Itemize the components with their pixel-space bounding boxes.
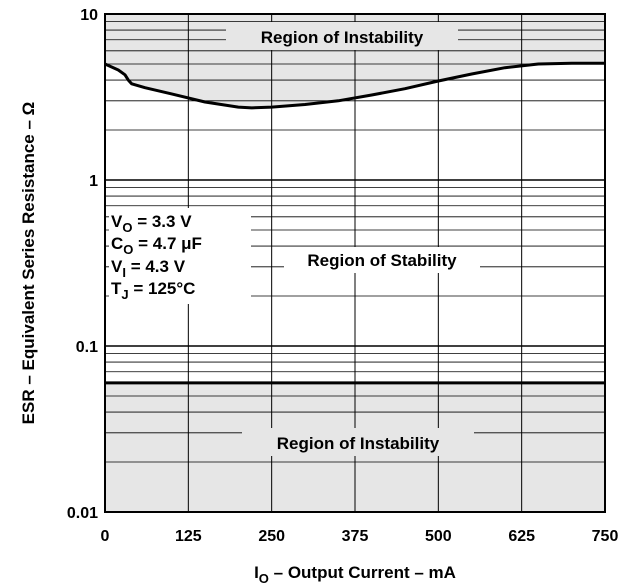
plot-frame — [104, 13, 606, 513]
middle-region-label-bg — [284, 247, 480, 273]
condition-vo: VO = 3.3 V — [111, 212, 192, 235]
y-tick-label: 1 — [89, 173, 98, 190]
x-tick-label: 250 — [258, 528, 285, 545]
x-tick-label: 375 — [342, 528, 369, 545]
condition-vi: VI = 4.3 V — [111, 257, 186, 280]
condition-tj: TJ = 125°C — [111, 279, 195, 302]
y-axis-title: ESR – Equivalent Series Resistance – Ω — [19, 102, 38, 425]
y-tick-label: 0.1 — [76, 339, 98, 356]
x-tick-label: 500 — [425, 528, 452, 545]
conditions-bg — [109, 208, 251, 304]
y-tick-label: 10 — [80, 7, 98, 24]
lower-region-label: Region of Instability — [277, 434, 440, 453]
x-tick-label: 625 — [508, 528, 535, 545]
x-axis-title: IO – Output Current – mA — [254, 563, 456, 586]
condition-co: CO = 4.7 μF — [111, 234, 202, 257]
upper-region-label: Region of Instability — [261, 28, 424, 47]
lower-region-label-bg — [242, 428, 474, 456]
upper-boundary-line — [104, 61, 605, 110]
x-tick-label: 125 — [175, 528, 202, 545]
middle-region-label: Region of Stability — [307, 251, 457, 270]
x-tick-label: 750 — [592, 528, 619, 545]
y-tick-label: 0.01 — [67, 505, 98, 522]
x-tick-label: 0 — [101, 528, 110, 545]
upper-region-label-bg — [226, 22, 458, 50]
